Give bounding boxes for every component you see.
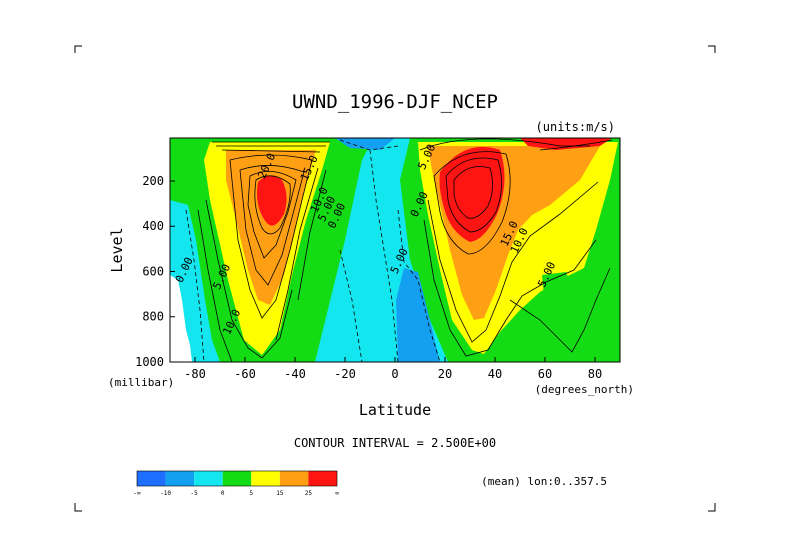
x-tick-label: 20	[438, 367, 452, 381]
fill-red-north-jet-core	[439, 146, 505, 242]
x-tick-label: 0	[391, 367, 398, 381]
colorbar-tick-label: -∞	[133, 490, 141, 497]
contour-lines-dashed	[185, 139, 441, 362]
colorbar-swatch	[137, 471, 166, 486]
colorbar-tick-label: -5	[191, 490, 199, 497]
colorbar-swatch	[165, 471, 195, 486]
fill-red-north-stratosphere	[520, 138, 612, 150]
x-tick-label: -60	[234, 367, 256, 381]
y-tick-label: 600	[142, 264, 164, 278]
contour-lines	[197, 138, 613, 362]
crop-marks	[74, 45, 716, 512]
fill-green-north-subarctic	[542, 272, 574, 300]
x-axis-title: Latitude	[359, 401, 431, 419]
colorbar-frame	[136, 470, 338, 487]
y-tick-label: 1000	[135, 355, 164, 369]
colorbar-tick-label: 5	[249, 490, 253, 497]
x-tick-label: 40	[488, 367, 502, 381]
crop-mark-bottom-right	[708, 503, 716, 512]
colorbar-tick-label: 25	[305, 490, 313, 497]
colorbar-tick-label: 0	[221, 490, 225, 497]
x-tick-label: -40	[284, 367, 306, 381]
units-label: (units:m/s)	[536, 120, 615, 134]
x-tick-label: 60	[538, 367, 552, 381]
crop-mark-bottom-left	[74, 503, 82, 512]
colorbar: -∞ -10 -5 0 5 15 25 ∞	[133, 470, 339, 497]
x-units-label: (degrees_north)	[535, 383, 634, 396]
colorbar-tick-label: -10	[160, 490, 171, 497]
fill-blue-equatorial	[396, 268, 440, 362]
y-axis: 200 400 600 800 1000	[135, 174, 175, 369]
colorbar-swatch	[222, 471, 252, 486]
y-tick-label: 800	[142, 310, 164, 324]
x-tick-label: 80	[588, 367, 602, 381]
colorbar-swatch	[194, 471, 223, 486]
fill-red-south-jet-core	[257, 175, 287, 226]
contour-field	[170, 138, 620, 362]
footnote-mean-lon: (mean) lon:0..357.5	[481, 475, 607, 488]
crop-mark-top-left	[74, 45, 82, 53]
colorbar-tick-label: 15	[276, 490, 284, 497]
contour-interval-text: CONTOUR INTERVAL = 2.500E+00	[294, 436, 496, 450]
fill-blue-stratosphere	[335, 138, 395, 150]
y-tick-label: 400	[142, 219, 164, 233]
chart-title: UWND_1996-DJF_NCEP	[292, 91, 498, 113]
y-axis-title: Level	[108, 227, 126, 272]
fill-white-missing	[170, 275, 192, 362]
x-tick-label: -80	[184, 367, 206, 381]
colorbar-swatch	[279, 471, 309, 486]
colorbar-swatch	[251, 471, 280, 486]
crop-mark-top-right	[708, 45, 716, 53]
colorbar-swatch	[308, 471, 337, 486]
colorbar-tick-label: ∞	[335, 490, 339, 497]
x-tick-label: -20	[334, 367, 356, 381]
y-units-label: (millibar)	[108, 376, 174, 389]
y-tick-label: 200	[142, 174, 164, 188]
x-axis: -80 -60 -40 -20 0 20 40 60 80	[184, 357, 602, 381]
